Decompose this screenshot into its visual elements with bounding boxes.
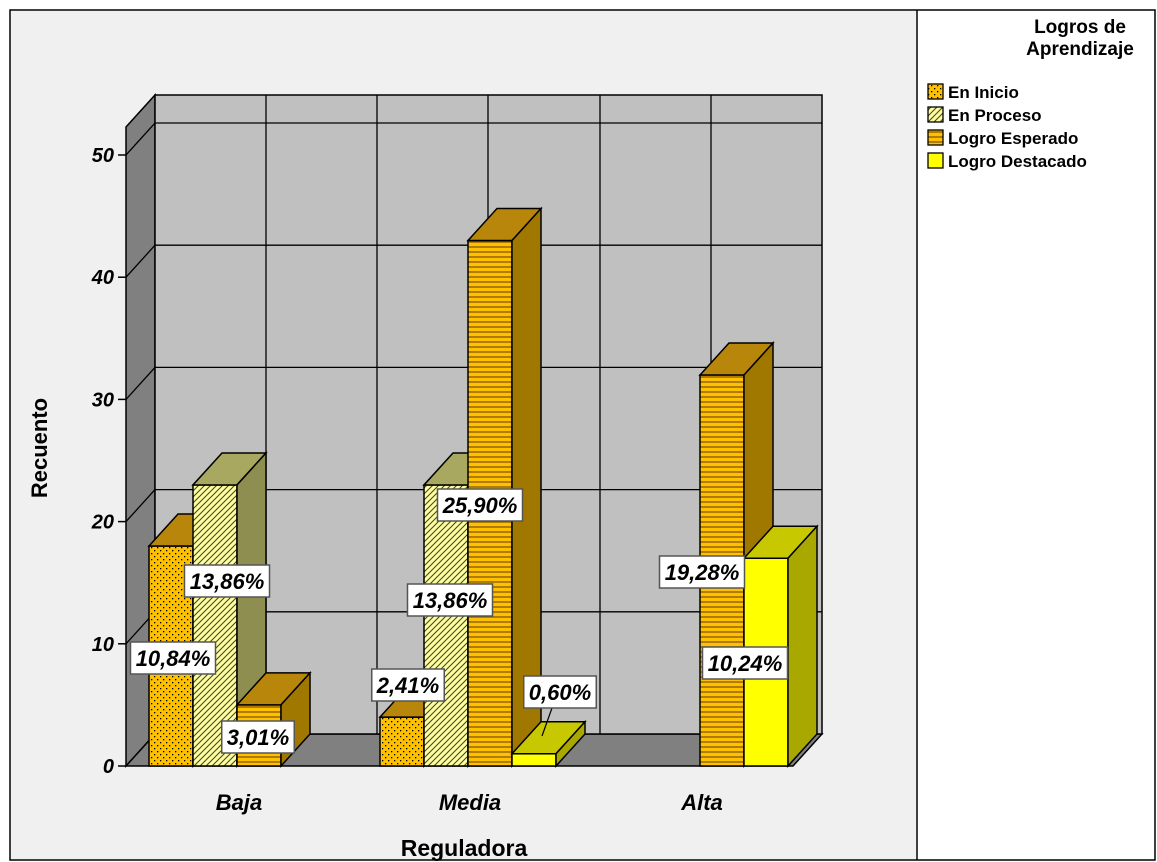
bar-media-logro-destacado [510,719,587,768]
gridline-wall [125,489,156,523]
data-label-box [436,488,524,522]
legend-label: En Inicio [948,83,1019,102]
legend-label: En Proceso [948,106,1042,125]
legend-swatch [927,83,944,100]
data-label-text: 10,24% [708,651,783,676]
data-label-media-en-inicio: 2,41% [371,668,445,702]
data-label-text: 13,86% [190,569,265,594]
data-label-box [221,720,295,754]
x-tick-label: Baja [216,790,262,815]
legend-label: Logro Destacado [948,152,1087,171]
data-label-box [129,641,217,675]
leader-line [541,707,553,737]
legend-item-logro-destacado: Logro Destacado [927,152,1087,171]
y-tick-label: 10 [92,634,114,656]
y-tick-label: 0 [103,756,114,778]
data-label-text: 2,41% [376,673,439,698]
y-tick-label: 20 [91,512,114,534]
y-axis: 0 10 20 30 40 50 [91,145,126,778]
data-label-text: 3,01% [227,725,289,750]
data-label-text: 10,84% [136,646,211,671]
data-label-alta-logro-destacado: 10,24% [701,646,789,680]
data-labels: 10,84% 2,41% 13,86% 13,86% 3,01% 25,90% 19,28%… [129,488,789,754]
data-label-media-logro-destacado: 0,60% [523,675,597,737]
data-label-text: 13,86% [413,588,488,613]
data-label-box [406,583,494,617]
x-axis-title: Reguladora [401,835,528,861]
data-label-box [523,675,597,709]
legend-item-en-inicio: En Inicio [927,83,1019,102]
bar-side [787,524,818,768]
gridline-wall [125,244,156,278]
legend-item-logro-esperado: Logro Esperado [927,129,1078,148]
data-label-baja-en-proceso: 13,86% [183,564,271,598]
y-tick-label: 40 [91,267,114,289]
x-tick-label: Media [439,790,501,815]
legend-title-line2: Aprendizaje [1026,39,1134,60]
data-label-media-en-proceso: 13,86% [406,583,494,617]
legend: Logros de Aprendizaje En Inicio En Proces… [927,17,1134,171]
data-label-text: 25,90% [442,493,518,518]
data-label-alta-logro-esperado: 19,28% [658,555,746,589]
bar-front [511,753,557,767]
data-label-box [701,646,789,680]
gridline-wall [125,122,156,156]
legend-title-line1: Logros de [1034,17,1126,38]
legend-swatch [927,152,944,169]
bar-side [555,719,586,768]
y-tick-label: 30 [92,389,114,411]
data-label-text: 19,28% [665,560,740,585]
data-label-box [658,555,746,589]
bar-front [423,484,469,767]
x-tick-label: Alta [680,790,723,815]
legend-swatch [927,106,944,123]
data-label-media-logro-esperado: 25,90% [436,488,524,522]
gridline-wall [125,366,156,400]
y-axis-title: Recuento [27,398,52,498]
x-axis: Baja Media Alta [216,790,723,815]
data-label-box [371,668,445,702]
bar-baja-en-proceso [191,450,268,768]
bar-alta-logro-destacado [742,524,819,768]
data-label-box [183,564,271,598]
bar-front [379,716,425,767]
data-label-baja-en-inicio: 10,84% [129,641,217,675]
y-tick-label: 50 [92,145,114,167]
data-label-text: 0,60% [529,680,591,705]
data-label-baja-logro-esperado: 3,01% [221,720,295,754]
legend-label: Logro Esperado [948,129,1078,148]
legend-item-en-proceso: En Proceso [927,106,1042,125]
legend-swatch [927,129,944,146]
